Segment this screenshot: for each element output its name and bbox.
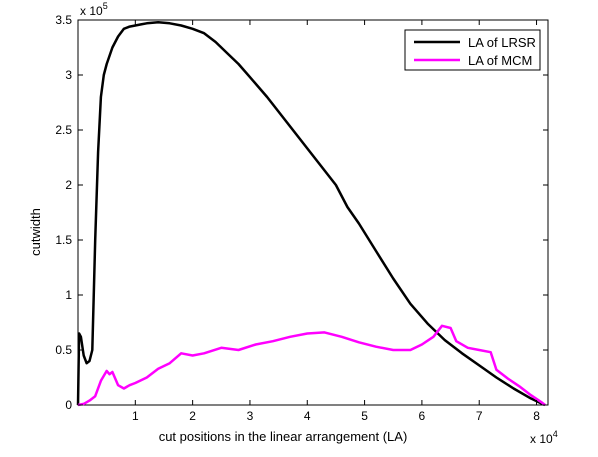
x-tick-label: 3 [247, 409, 254, 423]
x-tick-label: 7 [476, 409, 483, 423]
legend: LA of LRSR LA of MCM [404, 29, 541, 71]
y-tick-label: 1 [65, 288, 72, 302]
x-tick-label: 6 [419, 409, 426, 423]
y-tick-label: 2.5 [55, 123, 72, 137]
y-tick-label: 0.5 [55, 343, 72, 357]
x-tick-label: 1 [132, 409, 139, 423]
x-tick-label: 8 [533, 409, 540, 423]
y-tick-label: 3.5 [55, 13, 72, 27]
plot-area [77, 19, 549, 406]
x-tick-label: 4 [304, 409, 311, 423]
y-tick-label: 3 [65, 68, 72, 82]
legend-label-lrsr: LA of LRSR [468, 35, 536, 50]
y-axis-label: cutwidth [28, 208, 43, 256]
legend-label-mcm: LA of MCM [468, 53, 532, 68]
y-multiplier-exponent: 5 [103, 1, 108, 11]
y-tick-label: 1.5 [55, 233, 72, 247]
series-line-mcm [77, 324, 546, 407]
y-tick-label: 2 [65, 178, 72, 192]
y-tick-label: 0 [65, 398, 72, 412]
x-tick-label: 5 [361, 409, 368, 423]
x-axis-label: cut positions in the linear arrangement … [159, 429, 408, 444]
x-multiplier-exponent: 4 [553, 429, 558, 439]
x-tick-label: 2 [189, 409, 196, 423]
tick-layer: 1 2 3 4 5 6 7 8 0 0.5 1 1.5 2 2.5 3 3.5 [55, 13, 548, 423]
series-line-lrsr [76, 20, 546, 407]
y-multiplier: x 105 [80, 1, 108, 18]
x-multiplier: x 104 [530, 429, 558, 446]
legend-box [404, 29, 541, 71]
series-layer [76, 20, 546, 407]
